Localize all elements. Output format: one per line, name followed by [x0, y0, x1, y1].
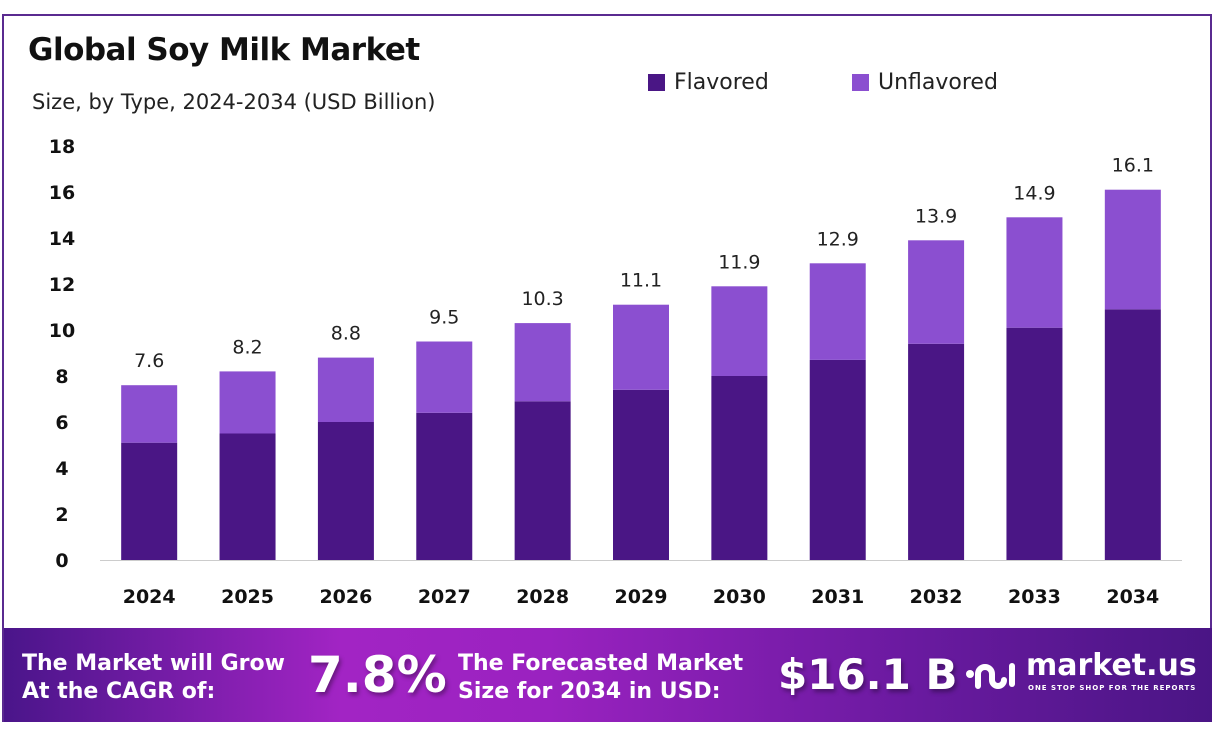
- x-tick-label: 2034: [1106, 586, 1159, 608]
- data-label-total: 11.1: [620, 270, 662, 292]
- x-tick-label: 2028: [516, 586, 569, 608]
- bar-flavored-2024: [121, 442, 178, 560]
- bar-unflavored-2034: [1104, 189, 1161, 310]
- bar-unflavored-2032: [908, 240, 965, 344]
- x-tick-label: 2031: [811, 586, 864, 608]
- x-tick-label: 2030: [713, 586, 766, 608]
- data-label-total: 8.2: [232, 336, 262, 358]
- brand-name: market.us: [1026, 648, 1197, 683]
- bar-flavored-2026: [317, 422, 374, 560]
- data-label-total: 13.9: [915, 205, 957, 227]
- x-tick-label: 2032: [910, 586, 963, 608]
- x-tick-label: 2033: [1008, 586, 1061, 608]
- x-tick-label: 2026: [319, 586, 372, 608]
- bar-unflavored-2024: [121, 385, 178, 443]
- data-label-total: 16.1: [1112, 155, 1154, 177]
- bar-unflavored-2026: [317, 357, 374, 422]
- y-tick-label: 12: [49, 274, 75, 296]
- bar-unflavored-2031: [809, 263, 866, 360]
- chart-plot: 0 2 4 6 8 10 12 14 16 18 7.6 2024 8.2 2025 8.8 2026 9.5 2…: [49, 136, 1182, 608]
- y-tick-label: 0: [55, 550, 68, 572]
- bar-flavored-2027: [416, 412, 473, 560]
- x-tick-label: 2024: [123, 586, 176, 608]
- chart-title: Global Soy Milk Market: [28, 32, 420, 68]
- chart-subtitle: Size, by Type, 2024-2034 (USD Billion): [32, 90, 436, 114]
- footer-banner: The Market will Grow At the CAGR of: 7.8…: [4, 628, 1212, 722]
- x-tick-label: 2025: [221, 586, 274, 608]
- bar-flavored-2031: [809, 359, 866, 560]
- cagr-label-line2: At the CAGR of:: [22, 679, 216, 704]
- brand-tagline: ONE STOP SHOP FOR THE REPORTS: [1028, 684, 1197, 692]
- y-tick-label: 6: [55, 412, 68, 434]
- bar-flavored-2028: [514, 401, 571, 560]
- x-tick-label: 2029: [615, 586, 668, 608]
- y-tick-label: 16: [49, 182, 75, 204]
- cagr-label-line1: The Market will Grow: [22, 651, 285, 676]
- legend-item-flavored: Flavored: [648, 70, 769, 95]
- bar-flavored-2029: [613, 389, 669, 560]
- data-label-total: 14.9: [1013, 182, 1055, 204]
- y-tick-label: 4: [55, 458, 68, 480]
- bar-unflavored-2025: [219, 371, 276, 434]
- cagr-value: 7.8%: [308, 646, 447, 704]
- legend-swatch-unflavored: [852, 74, 869, 91]
- data-label-total: 12.9: [817, 228, 859, 250]
- data-label-total: 7.6: [134, 350, 164, 372]
- legend-label-flavored: Flavored: [674, 70, 769, 95]
- y-tick-label: 18: [49, 136, 75, 158]
- y-tick-label: 2: [55, 504, 68, 526]
- bar-unflavored-2030: [711, 286, 768, 376]
- bar-unflavored-2029: [613, 304, 669, 390]
- bar-flavored-2025: [219, 433, 276, 560]
- bar-flavored-2032: [908, 343, 965, 560]
- forecast-value: $16.1 B: [778, 650, 958, 699]
- y-tick-label: 10: [49, 320, 75, 342]
- market-us-logo-icon: [966, 663, 1015, 689]
- legend-label-unflavored: Unflavored: [878, 70, 998, 95]
- cagr-label: The Market will Grow At the CAGR of:: [22, 650, 285, 706]
- data-label-total: 8.8: [331, 323, 361, 345]
- chart-frame: [2, 14, 1212, 722]
- data-label-total: 10.3: [521, 288, 563, 310]
- y-tick-label: 14: [49, 228, 75, 250]
- bar-unflavored-2027: [416, 341, 473, 413]
- y-tick-label: 8: [55, 366, 68, 388]
- bar-unflavored-2028: [514, 323, 571, 402]
- x-tick-label: 2027: [418, 586, 471, 608]
- forecast-label-line1: The Forecasted Market: [458, 651, 744, 676]
- forecast-label: The Forecasted Market Size for 2034 in U…: [458, 650, 743, 706]
- bar-flavored-2030: [711, 376, 768, 560]
- data-label-total: 9.5: [429, 307, 459, 329]
- legend-swatch-flavored: [648, 74, 665, 91]
- data-label-total: 11.9: [718, 251, 760, 273]
- bar-unflavored-2033: [1006, 217, 1063, 328]
- bar-flavored-2033: [1006, 327, 1063, 560]
- bar-flavored-2034: [1104, 309, 1161, 560]
- legend-item-unflavored: Unflavored: [852, 70, 998, 95]
- forecast-label-line2: Size for 2034 in USD:: [458, 679, 721, 704]
